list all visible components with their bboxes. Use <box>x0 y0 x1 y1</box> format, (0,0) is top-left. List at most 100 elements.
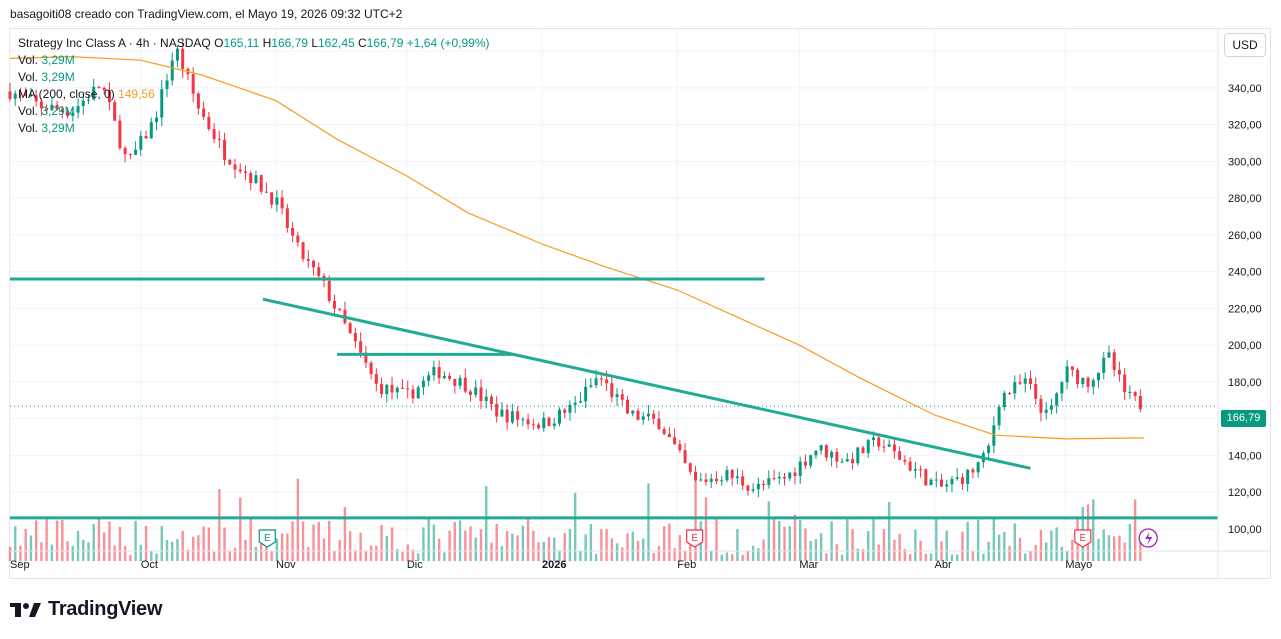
candle <box>437 367 441 379</box>
tradingview-logo[interactable]: TradingView <box>10 598 162 621</box>
candle <box>851 459 855 464</box>
volume-bar <box>14 526 17 561</box>
volume-bar <box>280 533 284 561</box>
candle <box>840 461 844 463</box>
candle <box>882 446 886 448</box>
volume-bar <box>296 478 300 561</box>
volume-bar <box>19 545 22 561</box>
candle <box>652 413 656 419</box>
candle <box>301 242 305 260</box>
candle <box>400 387 404 389</box>
candle <box>1081 377 1085 385</box>
candle <box>453 378 457 386</box>
candle <box>312 260 316 268</box>
candle <box>830 451 834 458</box>
candle <box>489 396 493 405</box>
volume-bar <box>61 519 64 561</box>
volume-bar <box>458 520 462 561</box>
volume-bar <box>657 545 661 561</box>
candle <box>557 409 561 424</box>
candle <box>427 375 431 381</box>
legend-volume-row[interactable]: Vol. 3,29M <box>18 103 490 120</box>
lightning-icon <box>1145 532 1153 545</box>
volume-bar <box>1097 538 1100 561</box>
candle <box>615 394 619 398</box>
volume-bars <box>8 478 1142 561</box>
x-tick-label: Nov <box>276 559 296 571</box>
candle <box>1018 382 1022 384</box>
candle <box>102 87 106 91</box>
candle <box>123 148 127 155</box>
candle <box>442 375 446 379</box>
y-tick-label: 340,00 <box>1228 83 1262 95</box>
volume-bar <box>898 533 901 561</box>
volume-bar <box>76 530 80 561</box>
y-tick-label: 180,00 <box>1228 377 1262 389</box>
legend-volume-row[interactable]: Vol. 3,29M <box>18 52 490 69</box>
volume-bar <box>678 535 682 561</box>
volume-bar <box>354 550 357 561</box>
candle <box>1044 409 1048 413</box>
volume-bar <box>102 532 106 561</box>
candle <box>484 396 488 402</box>
volume-bar <box>333 550 336 561</box>
indicator-value: 3,29M <box>41 121 75 135</box>
legend-ma-row[interactable]: MA (200, close, 0) 149,56 <box>18 86 490 103</box>
candle <box>835 451 839 462</box>
candle <box>662 429 666 435</box>
candle <box>537 424 541 429</box>
legend-volume-row[interactable]: Vol. 3,29M <box>18 120 490 137</box>
volume-bar <box>610 538 614 561</box>
volume-bar <box>642 538 645 561</box>
candle <box>589 385 593 387</box>
candle <box>364 352 368 363</box>
volume-bar <box>1060 546 1064 561</box>
volume-bar <box>1139 534 1142 561</box>
candle <box>259 175 263 192</box>
x-tick-label: Abr <box>935 559 952 571</box>
candle <box>845 459 849 462</box>
candle <box>919 469 923 471</box>
candle <box>636 410 640 420</box>
volume-bar <box>448 530 451 561</box>
chart-legend: Strategy Inc Class A · 4h · NASDAQ O165,… <box>18 35 490 137</box>
candle <box>92 86 96 100</box>
candle <box>714 478 718 482</box>
volume-bar <box>411 549 415 561</box>
volume-bar <box>118 526 122 561</box>
candle <box>751 489 755 491</box>
candle <box>678 444 682 451</box>
candle <box>620 394 624 400</box>
candle <box>1028 378 1032 384</box>
candle <box>960 477 964 484</box>
volume-bar <box>259 530 263 561</box>
volume-bar <box>819 533 823 561</box>
candle <box>8 91 12 99</box>
candle <box>892 444 896 452</box>
volume-bar <box>422 527 425 561</box>
candle <box>929 479 933 486</box>
legend-volume-row[interactable]: Vol. 3,29M <box>18 69 490 86</box>
y-tick-label: 220,00 <box>1228 303 1262 315</box>
candle <box>568 404 572 413</box>
volume-bar <box>307 547 310 561</box>
candle <box>940 479 944 487</box>
candle <box>809 455 813 466</box>
candle <box>610 383 614 398</box>
candle <box>798 461 802 476</box>
currency-button[interactable]: USD <box>1224 33 1266 57</box>
candle <box>699 479 703 481</box>
volume-bar <box>1128 523 1132 561</box>
candle <box>871 437 875 441</box>
volume-bar <box>966 521 969 561</box>
volume-bar <box>589 524 593 561</box>
y-tick-label: 240,00 <box>1228 267 1262 279</box>
candle <box>631 410 635 414</box>
ohlc-close: 166,79 <box>366 36 404 50</box>
candle <box>531 424 535 426</box>
candle <box>270 192 274 205</box>
candle <box>992 425 996 446</box>
candle <box>1138 396 1142 410</box>
volume-bar <box>29 535 33 561</box>
